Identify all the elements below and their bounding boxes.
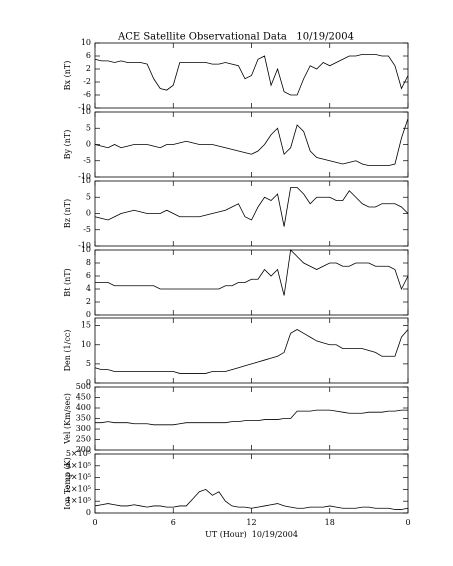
y-tick-label: 500 <box>76 382 91 391</box>
y-tick-label: 10 <box>81 340 91 349</box>
y-tick-label: 350 <box>76 414 91 423</box>
y-tick-label: -5 <box>83 156 91 165</box>
y-tick-label: 6 <box>86 271 91 280</box>
y-tick-label: 4 <box>86 284 91 293</box>
y-tick-label: 5×10⁵ <box>66 449 91 458</box>
x-axis-label: UT (Hour) 10/19/2004 <box>205 530 298 539</box>
y-tick-label: -10 <box>78 103 91 112</box>
panel-frame <box>94 453 409 514</box>
y-tick-label: 0 <box>86 378 91 387</box>
y-tick-label: 0 <box>86 508 91 517</box>
y-tick-label: 200 <box>76 445 91 454</box>
data-line <box>94 53 409 96</box>
data-line <box>95 249 409 296</box>
x-tick-label: 18 <box>325 518 335 527</box>
data-line <box>95 409 408 426</box>
data-line <box>94 329 409 374</box>
y-axis-label: Bt (nT) <box>63 268 72 296</box>
y-tick-label: -10 <box>78 241 91 250</box>
y-tick-label: 400 <box>76 403 91 412</box>
y-tick-label: 450 <box>76 393 91 402</box>
y-tick-label: 5 <box>86 123 91 132</box>
y-tick-label: 250 <box>76 435 91 444</box>
y-tick-label: 5 <box>86 192 91 201</box>
y-tick-label: -5 <box>83 225 91 234</box>
y-tick-label: 2 <box>86 297 91 306</box>
y-tick-label: -2 <box>83 77 91 86</box>
y-tick-label: 8 <box>86 258 91 267</box>
data-line <box>94 118 409 167</box>
y-tick-label: 0 <box>86 209 91 218</box>
panel-frame <box>94 317 409 384</box>
y-tick-label: 1×10⁵ <box>66 496 91 505</box>
x-tick-label: 0 <box>92 518 97 527</box>
y-tick-label: 5 <box>86 359 91 368</box>
y-tick-label: 0 <box>86 140 91 149</box>
y-axis-label: By (nT) <box>63 130 72 160</box>
x-tick-label: 6 <box>171 518 176 527</box>
panel-frame <box>94 386 409 451</box>
y-axis-label: Bx (nT) <box>63 61 72 91</box>
y-tick-label: 10 <box>81 176 91 185</box>
x-tick-label: 12 <box>246 518 256 527</box>
chart-title: ACE Satellite Observational Data 10/19/2… <box>117 32 354 43</box>
y-tick-label: 300 <box>76 424 91 433</box>
y-tick-label: 10 <box>81 107 91 116</box>
data-line <box>94 187 409 227</box>
y-tick-label: 3×10⁵ <box>66 473 91 482</box>
y-axis-label: Den (1/cc) <box>63 330 72 372</box>
x-tick-label: 0 <box>405 518 410 527</box>
y-axis-label: Bz (nT) <box>63 199 72 228</box>
y-tick-label: 2×10⁵ <box>66 484 91 493</box>
y-axis-label: Vel (Km/sec) <box>63 393 72 445</box>
panel-frame <box>94 249 409 316</box>
y-tick-label: 4×10⁵ <box>66 461 91 470</box>
y-tick-label: -6 <box>83 90 91 99</box>
panel-frame <box>94 180 409 247</box>
y-tick-label: -10 <box>78 172 91 181</box>
y-axis-label: Ion Temp (K) <box>63 457 72 510</box>
y-tick-label: 2 <box>86 64 91 73</box>
y-tick-label: 10 <box>81 38 91 47</box>
y-tick-label: 15 <box>81 321 91 330</box>
y-tick-label: 0 <box>86 310 91 319</box>
y-tick-label: 10 <box>81 245 91 254</box>
y-tick-label: 6 <box>86 51 91 60</box>
data-line <box>94 488 409 510</box>
